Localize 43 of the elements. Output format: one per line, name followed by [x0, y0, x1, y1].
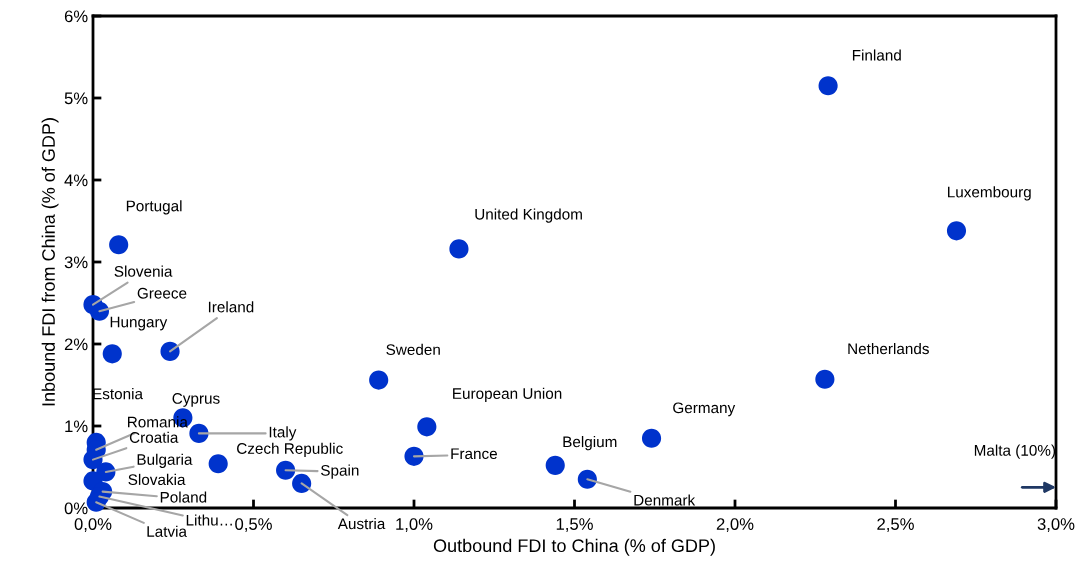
- annotation: Cyprus: [172, 393, 220, 407]
- y-tick-label: 4%: [64, 174, 88, 187]
- annotation: United Kingdom: [475, 208, 582, 223]
- y-axis-title: Inbound FDI from China (% of GDP): [41, 118, 59, 406]
- annotation: Sweden: [386, 343, 440, 356]
- annotation: Bulgaria: [137, 453, 193, 468]
- annotation: Greece: [137, 287, 187, 299]
- annotation: Finland: [852, 49, 901, 61]
- x-tick-label: 2,0%: [716, 518, 754, 532]
- annotation: Slovenia: [114, 265, 173, 277]
- annotation: Germany: [673, 402, 736, 417]
- annotation: Ireland: [208, 301, 254, 313]
- y-tick-label: 1%: [65, 420, 88, 433]
- annotation: France: [451, 448, 497, 460]
- annotation: Spain: [321, 464, 359, 479]
- y-tick-label: 5%: [64, 92, 88, 105]
- x-tick-label: 2,5%: [877, 518, 914, 532]
- y-tick-label: 6%: [64, 10, 88, 23]
- x-tick-label: 1,5%: [556, 518, 593, 532]
- annotation: Poland: [160, 491, 207, 503]
- x-tick-label: 1,0%: [396, 518, 433, 532]
- annotation: Austria: [337, 517, 386, 530]
- annotation: Malta (10%): [974, 444, 1056, 459]
- x-tick-label: 0,5%: [235, 518, 272, 532]
- annotation: Latvia: [147, 525, 187, 537]
- annotation: Czech Republic: [237, 442, 343, 457]
- annotation: Italy: [269, 426, 297, 441]
- annotation: Croatia: [129, 431, 179, 443]
- x-axis-title: Outbound FDI to China (% of GDP): [433, 538, 715, 556]
- annotation: Luxembourg: [948, 186, 1031, 201]
- annotation: Portugal: [126, 200, 182, 215]
- annotation: Denmark: [634, 494, 696, 506]
- annotation: Netherlands: [848, 342, 929, 355]
- y-tick-label: 3%: [64, 256, 88, 269]
- y-tick-label: 0%: [64, 502, 88, 515]
- annotation: Hungary: [110, 316, 168, 331]
- x-tick-label: 0,0%: [74, 518, 112, 532]
- annotation: Belgium: [563, 436, 617, 451]
- annotation: European Union: [453, 387, 562, 402]
- annotation: Lithu…: [186, 514, 232, 526]
- y-tick-label: 2%: [64, 338, 88, 351]
- annotation: Slovakia: [128, 473, 186, 486]
- x-tick-label: 3,0%: [1037, 518, 1075, 532]
